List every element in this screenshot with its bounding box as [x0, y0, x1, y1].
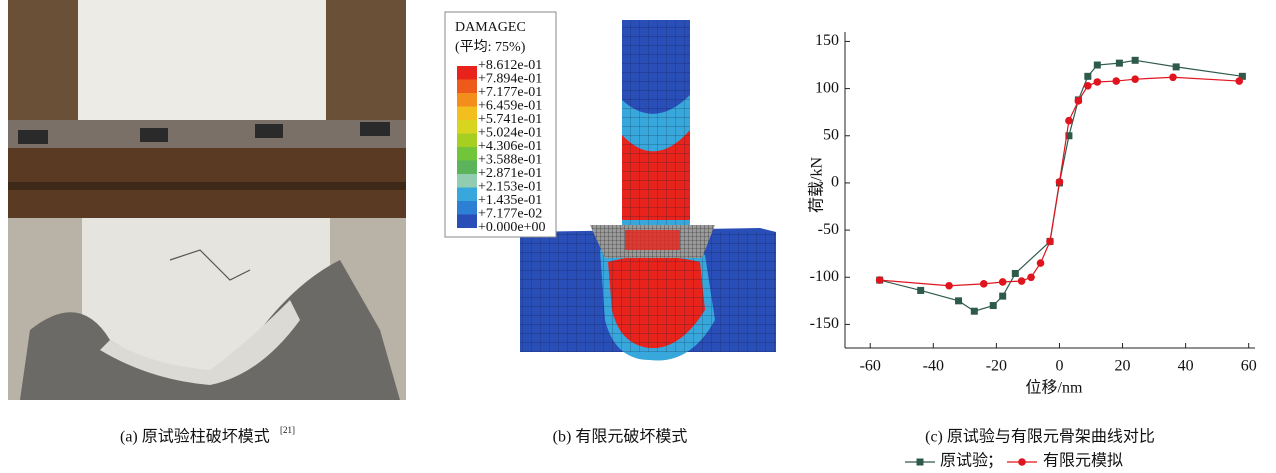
- chart-caption: (c) 原试验与有限元骨架曲线对比: [925, 428, 1155, 446]
- marker: [1115, 59, 1123, 67]
- contour-label: +4.306e-01: [478, 139, 542, 154]
- marker: [1169, 73, 1177, 82]
- x-tick-label: 40: [1178, 358, 1194, 375]
- contour-label: +2.871e-01: [478, 166, 542, 181]
- marker: [979, 280, 988, 288]
- y-tick-label: 150: [815, 32, 839, 49]
- marker: [1131, 75, 1139, 83]
- marker: [1065, 132, 1073, 140]
- contour-label: +8.612e-01: [478, 58, 542, 73]
- contour-label: +3.588e-01: [478, 153, 542, 168]
- marker: [1017, 277, 1026, 285]
- legend-separator: ；: [987, 453, 1003, 470]
- marker: [1046, 237, 1054, 246]
- x-axis-label: 位移/nm: [1026, 379, 1083, 397]
- photo: [8, 0, 406, 400]
- contour-band: [457, 133, 477, 147]
- marker: [999, 292, 1007, 300]
- contour-band: [457, 201, 477, 215]
- legend-label: 原试验: [940, 452, 988, 470]
- y-axis-label: 荷载/kN: [808, 157, 826, 213]
- marker: [1018, 458, 1026, 466]
- fea-model: [520, 20, 776, 361]
- marker: [1084, 72, 1092, 80]
- contour-title: DAMAGEC: [455, 20, 526, 35]
- marker: [1172, 63, 1180, 71]
- x-tick-label: 0: [1055, 358, 1063, 375]
- caption-a: (a) 原试验柱破坏模式: [120, 428, 270, 446]
- contour-band: [457, 79, 477, 93]
- contour-label: +0.000e+00: [478, 220, 546, 235]
- marker: [998, 278, 1007, 286]
- contour-band: [457, 147, 477, 161]
- y-tick-label: 50: [823, 126, 839, 143]
- contour-label: +5.024e-01: [478, 126, 542, 141]
- marker: [1011, 269, 1019, 277]
- contour-subtitle: (平均: 75%): [455, 39, 526, 55]
- contour-band: [457, 187, 477, 201]
- citation: [21]: [280, 425, 295, 435]
- y-tick-label: 100: [815, 79, 839, 96]
- y-tick-label: -100: [810, 268, 839, 285]
- marker: [970, 307, 978, 315]
- x-tick-label: 60: [1241, 358, 1257, 375]
- contour-band: [457, 106, 477, 120]
- marker: [1131, 56, 1139, 64]
- x-tick-label: 20: [1115, 358, 1131, 375]
- x-tick-label: -60: [860, 358, 881, 375]
- marker: [1235, 77, 1244, 85]
- x-tick-label: -20: [986, 358, 1007, 375]
- contour-scale: +8.612e-01+7.894e-01+7.177e-01+6.459e-01…: [457, 58, 546, 235]
- marker: [875, 276, 884, 284]
- contour-band: [457, 66, 477, 80]
- marker: [1074, 97, 1083, 105]
- marker: [1112, 77, 1121, 85]
- marker: [1238, 72, 1246, 80]
- contour-label: +7.894e-01: [478, 72, 542, 87]
- x-tick-label: -40: [923, 358, 944, 375]
- y-tick-label: -50: [818, 221, 839, 238]
- y-tick-label: 0: [831, 174, 839, 191]
- contour-band: [457, 174, 477, 188]
- chart: -150 -100 -50 0 50 100 150 -60 -40 -20 0 20 40 60 位移/n…: [808, 32, 1257, 470]
- marker: [1084, 81, 1092, 90]
- contour-band: [457, 93, 477, 107]
- contour-label: +5.741e-01: [478, 112, 542, 127]
- marker: [989, 302, 997, 310]
- marker: [1027, 273, 1035, 282]
- contour-band: [457, 160, 477, 174]
- marker: [1055, 178, 1064, 186]
- legend-label: 有限元模拟: [1043, 452, 1123, 470]
- marker: [916, 458, 924, 466]
- contour-band: [457, 120, 477, 134]
- marker: [1093, 78, 1102, 86]
- contour-band: [457, 214, 477, 228]
- caption-b: (b) 有限元破坏模式: [553, 428, 688, 446]
- marker: [917, 286, 925, 294]
- y-tick-label: -150: [810, 315, 839, 332]
- contour-label: +7.177e-02: [478, 207, 542, 222]
- marker: [1036, 259, 1045, 267]
- marker: [945, 281, 953, 290]
- contour-label: +1.435e-01: [478, 193, 542, 208]
- contour-label: +7.177e-01: [478, 85, 542, 100]
- contour-label: +2.153e-01: [478, 180, 542, 195]
- marker: [1093, 61, 1101, 69]
- marker: [1065, 116, 1073, 125]
- contour-label: +6.459e-01: [478, 99, 542, 114]
- marker: [955, 297, 963, 305]
